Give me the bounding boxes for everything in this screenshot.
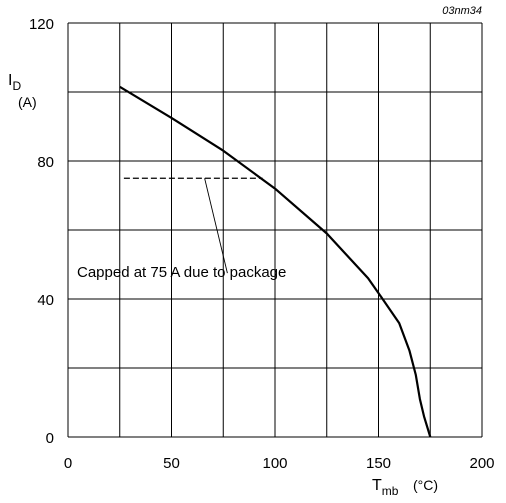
svg-text:ID: ID: [8, 72, 21, 93]
x-tick-label: 100: [262, 455, 287, 472]
derating-curve: [119, 85, 432, 438]
y-tick-label: 80: [37, 154, 54, 171]
tick-labels: 0 50 100 150 200 0 40 80 120: [29, 16, 495, 472]
svg-text:Tmb: Tmb: [372, 477, 399, 498]
y-tick-label: 40: [37, 292, 54, 309]
x-axis-unit: (°C): [413, 477, 438, 493]
x-axis-symbol: T: [372, 477, 382, 494]
x-tick-label: 50: [163, 455, 180, 472]
y-tick-label: 0: [46, 430, 54, 447]
annotation-text: Capped at 75 A due to package: [77, 264, 286, 281]
y-tick-label: 120: [29, 16, 54, 33]
y-axis-symbol: I: [8, 72, 12, 89]
x-axis-label: Tmb (°C): [372, 477, 438, 498]
y-axis-unit: (A): [18, 94, 37, 110]
curve-layer: [119, 85, 432, 438]
x-tick-label: 150: [366, 455, 391, 472]
y-axis-subscript: D: [12, 79, 21, 93]
x-tick-label: 0: [64, 455, 72, 472]
grid: [67, 22, 483, 438]
x-axis-subscript: mb: [382, 484, 399, 498]
y-axis-label: ID (A): [8, 72, 37, 110]
x-tick-label: 200: [469, 455, 494, 472]
figure-reference: 03nm34: [442, 5, 482, 17]
annotation-pointer: [204, 178, 228, 274]
